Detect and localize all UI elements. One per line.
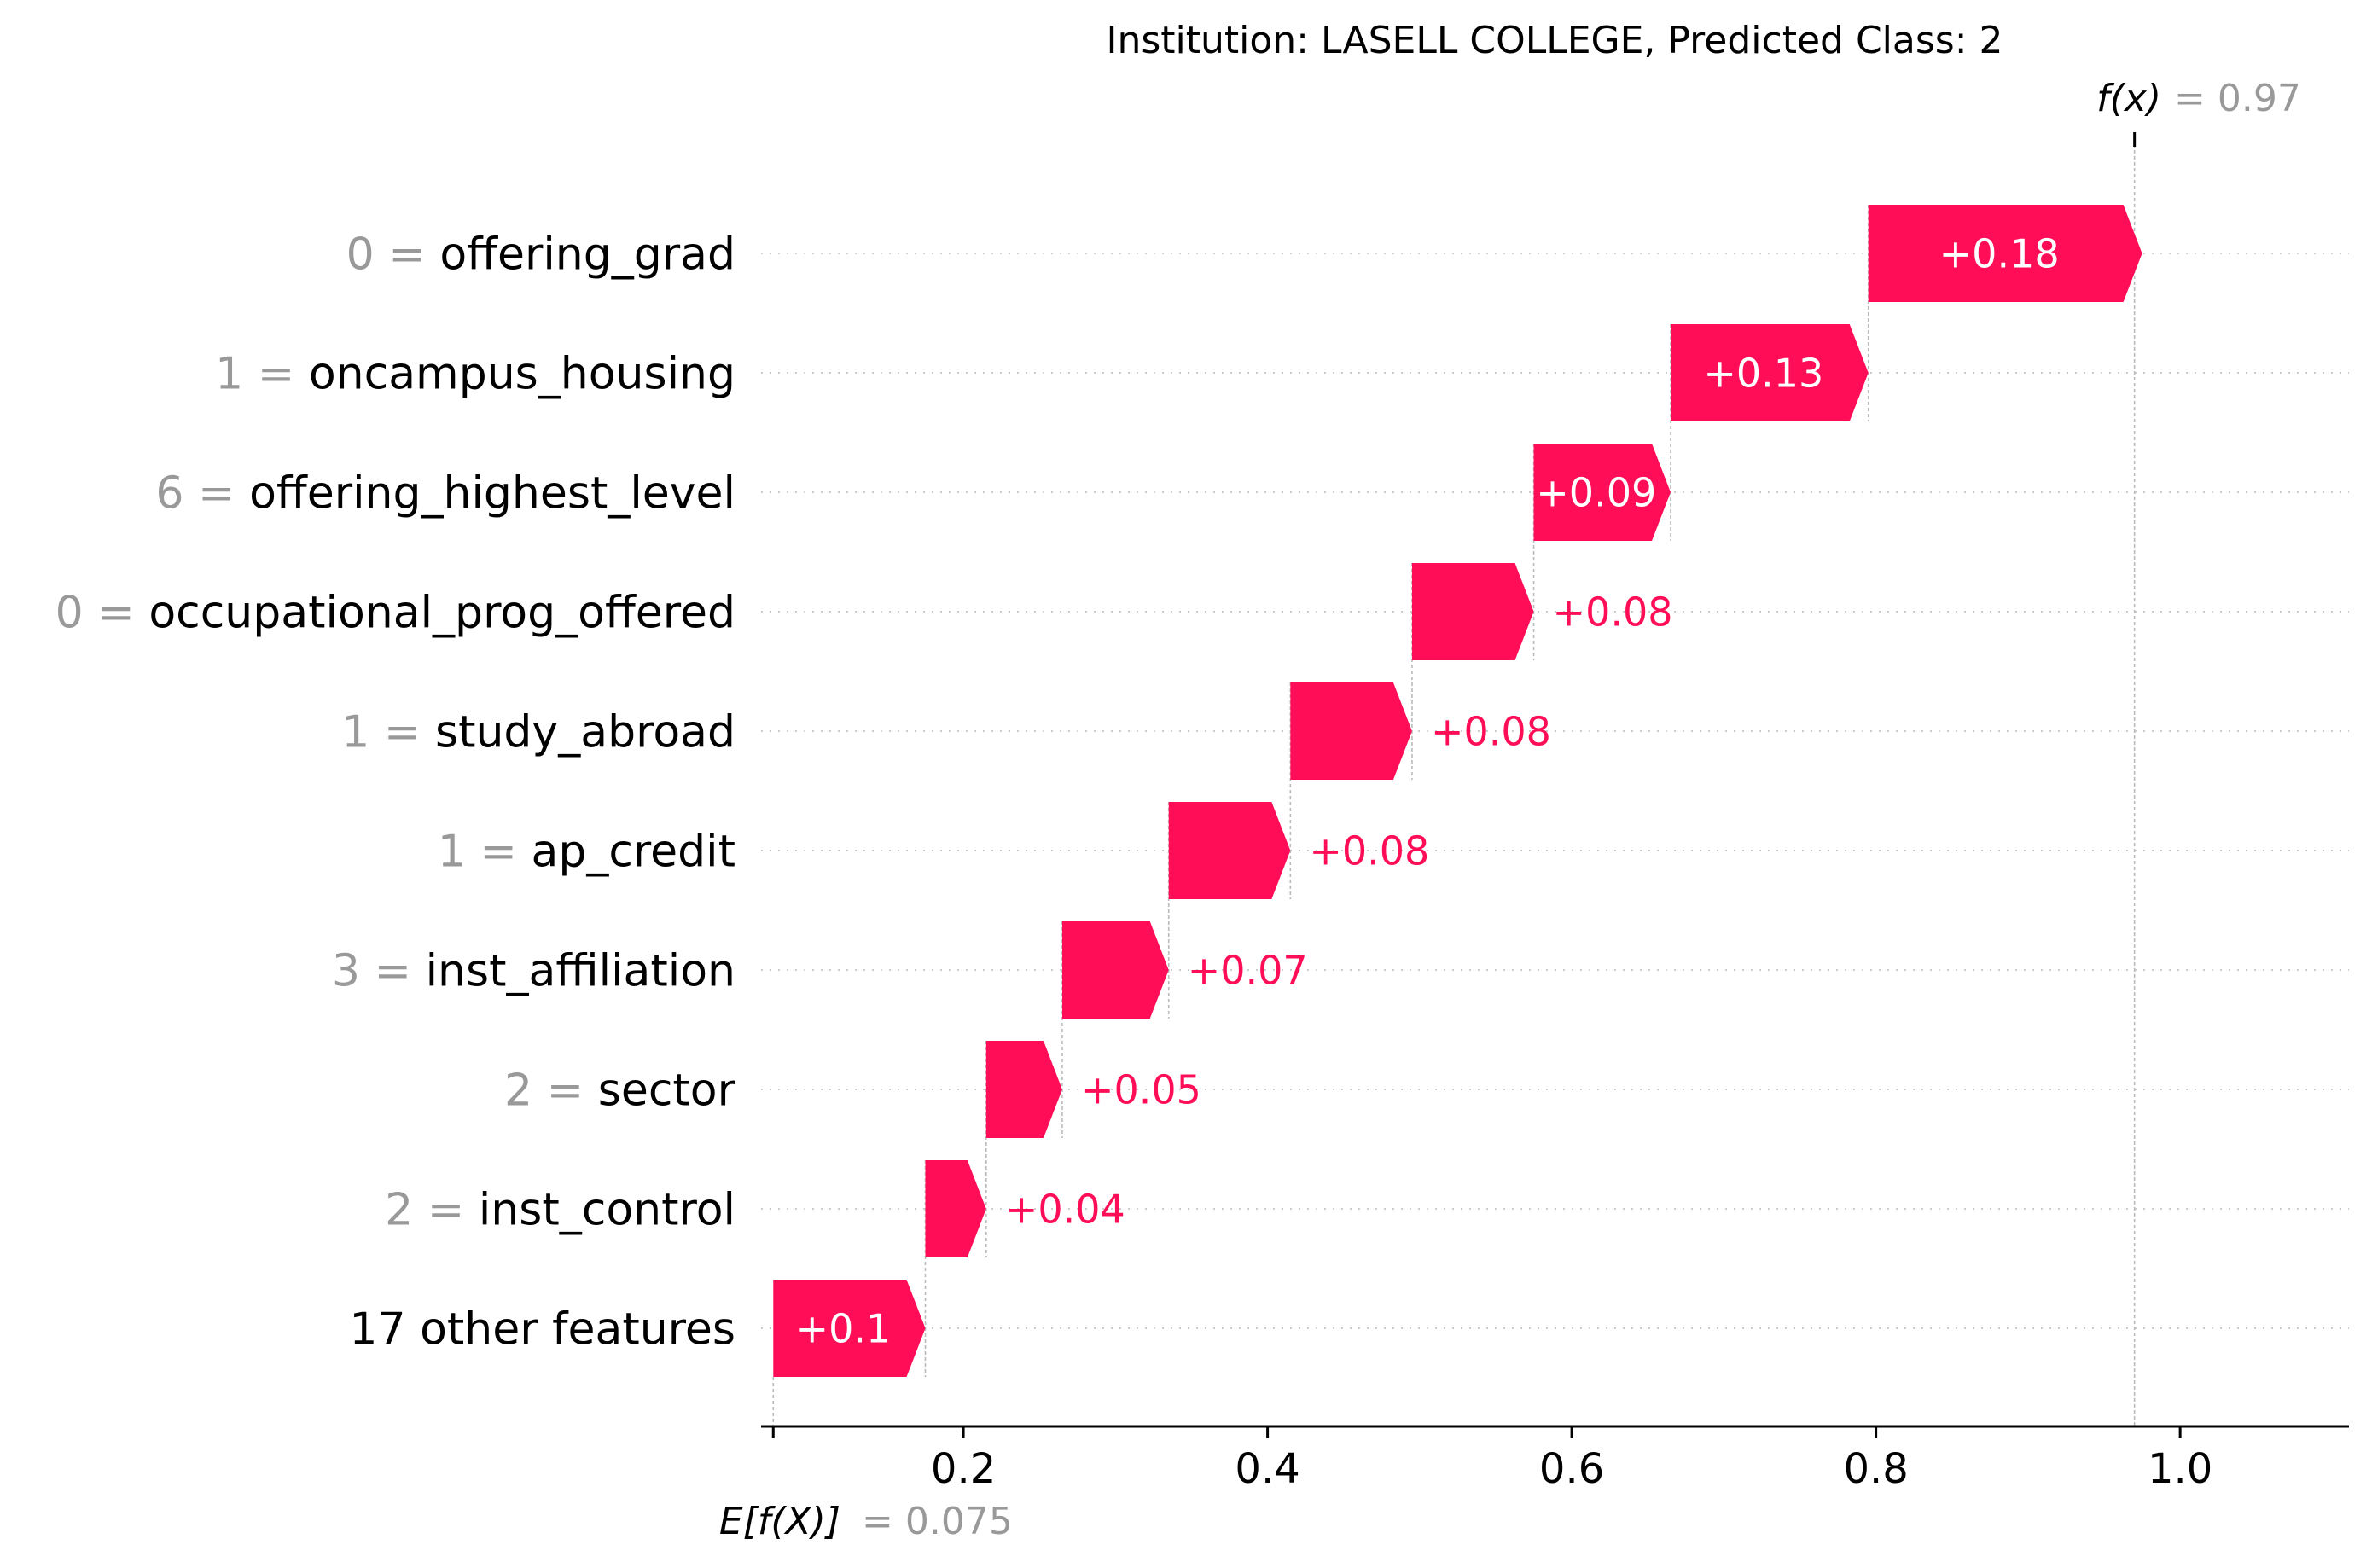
feature-name: inst_affiliation	[426, 946, 735, 997]
feature-name: offering_highest_level	[249, 468, 735, 520]
bar-offering_grad	[1868, 205, 2142, 302]
x-tick-label: 0.4	[1235, 1445, 1299, 1493]
bars: +0.18 +0.13 +0.09 +0.08 +0.08 +0.08 +0.07 +0.05…	[773, 205, 2142, 1377]
feature-name: oncampus_housing	[309, 349, 735, 400]
bar-oncampus_housing	[1670, 324, 1869, 421]
feature-value: 2 =	[385, 1185, 479, 1236]
feature-label: 2 = inst_control	[385, 1185, 735, 1236]
feature-label: 17 other features	[349, 1304, 735, 1356]
bar-sector	[985, 1041, 1062, 1138]
feature-value: 6 =	[155, 468, 249, 520]
bar-inst_affiliation	[1061, 921, 1169, 1019]
bar-value-label: +0.18	[1939, 231, 2060, 277]
x-tick-label: 1.0	[2148, 1445, 2212, 1493]
feature-label: 1 = study_abroad	[341, 707, 735, 758]
bar-offering_highest_level	[1533, 444, 1671, 541]
bar-value-label: +0.04	[1005, 1187, 1125, 1233]
feature-value: 0 =	[55, 588, 149, 639]
x-tick-label: 0.8	[1843, 1445, 1908, 1493]
bar-value-label: +0.09	[1536, 470, 1656, 516]
x-tick-label: 0.6	[1539, 1445, 1604, 1493]
output-value-label: f(x) = 0.97	[2096, 77, 2301, 120]
gridlines	[761, 253, 2349, 1329]
x-axis-ticks: 0.2 0.4 0.6 0.8 1.0	[771, 1426, 2212, 1493]
guide-lines	[772, 132, 2137, 1426]
feature-value: 3 =	[332, 946, 426, 997]
bar-occupational_prog_offered	[1411, 563, 1534, 660]
feature-value: 0 =	[346, 229, 440, 281]
bar-ap_credit	[1168, 802, 1291, 899]
feature-label: 6 = offering_highest_level	[155, 468, 735, 520]
bar-value-label: +0.08	[1309, 828, 1429, 874]
chart-title: Institution: LASELL COLLEGE, Predicted C…	[1106, 19, 2003, 62]
output-label-main: f(x)	[2096, 77, 2161, 120]
bar-value-label: +0.07	[1188, 948, 1308, 994]
feature-name: study_abroad	[435, 707, 735, 758]
feature-label: 0 = occupational_prog_offered	[55, 588, 735, 639]
feature-name: offering_grad	[439, 229, 735, 281]
feature-value: 2 =	[504, 1066, 598, 1117]
bar-value-label: +0.1	[796, 1306, 892, 1352]
bar-value-label: +0.08	[1553, 589, 1673, 636]
feature-label: 1 = ap_credit	[438, 827, 735, 878]
feature-name: ap_credit	[531, 827, 735, 878]
feature-value: 1 =	[341, 707, 435, 758]
bar-value-label: +0.05	[1081, 1067, 1201, 1113]
feature-name: sector	[598, 1066, 736, 1117]
feature-value: 1 =	[215, 349, 309, 400]
bar-value-label: +0.13	[1703, 351, 1823, 397]
base-label-value: = 0.075	[862, 1500, 1013, 1543]
feature-value: 1 =	[438, 827, 532, 878]
feature-label: 0 = offering_grad	[346, 229, 735, 281]
bar-17-other-features	[773, 1280, 926, 1377]
base-label-main: E[f(X)]	[719, 1500, 840, 1543]
base-value-label: E[f(X)] = 0.075	[719, 1500, 1013, 1543]
feature-label: 2 = sector	[504, 1066, 736, 1117]
x-tick-label: 0.2	[931, 1445, 996, 1493]
feature-label: 3 = inst_affiliation	[332, 946, 735, 997]
feature-name: 17 other features	[349, 1304, 735, 1356]
bar-inst_control	[925, 1160, 986, 1257]
feature-name: inst_control	[479, 1185, 735, 1236]
feature-name: occupational_prog_offered	[148, 588, 735, 639]
bar-value-label: +0.08	[1431, 709, 1551, 755]
bar-study_abroad	[1290, 682, 1412, 780]
feature-label: 1 = oncampus_housing	[215, 349, 735, 400]
output-label-value: = 0.97	[2174, 77, 2301, 120]
y-labels: 0 = offering_grad 1 = oncampus_housing 6 =…	[55, 229, 736, 1356]
